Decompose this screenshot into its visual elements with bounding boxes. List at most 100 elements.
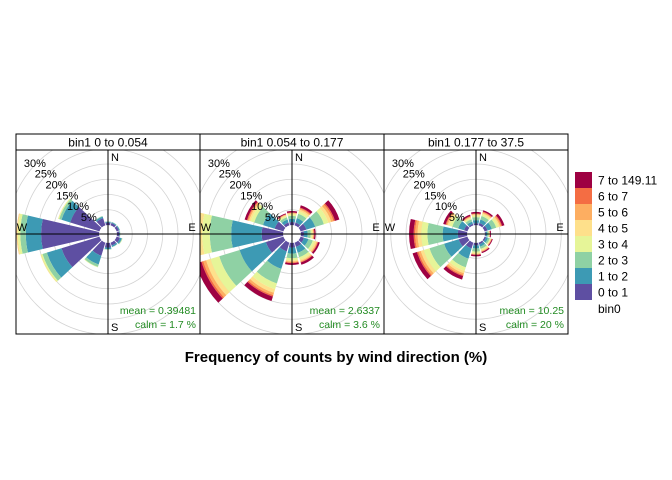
mean-stat: mean = 2.6337: [310, 305, 381, 317]
bar-segment: [278, 215, 287, 221]
legend-label: 5 to 6: [598, 206, 628, 220]
bar-segment: [111, 242, 118, 247]
legend-swatch: [575, 252, 592, 268]
bar-segment: [446, 212, 455, 226]
bar-segment: [310, 241, 318, 253]
bar-segment: [481, 214, 491, 221]
direction-label-w: W: [17, 222, 28, 234]
direction-label-e: E: [188, 222, 195, 234]
direction-label-w: W: [201, 222, 212, 234]
bar-segment: [298, 209, 310, 217]
mean-stat: mean = 0.39481: [120, 305, 196, 317]
legend-swatch: [575, 236, 592, 252]
bar-segment: [111, 221, 117, 225]
bar-segment: [84, 257, 99, 267]
bar-segment: [95, 216, 103, 221]
bar-segment: [448, 262, 465, 274]
bar-segment: [84, 259, 98, 268]
bar-segment: [200, 212, 205, 256]
bar-segment: [311, 241, 319, 253]
legend-label: 7 to 149.11: [598, 174, 657, 188]
bar-segment: [322, 204, 334, 223]
ring-label: 10%: [435, 201, 457, 213]
panel-title: bin1 0.054 to 0.177: [241, 136, 344, 150]
bar-segment: [299, 208, 311, 216]
bar-segment: [478, 223, 484, 228]
ring-label: 20%: [45, 180, 67, 192]
bar-segment: [61, 236, 102, 268]
bar-segment: [446, 264, 465, 275]
bar-segment: [449, 214, 458, 227]
legend-swatch: [575, 284, 592, 300]
bar-segment: [16, 213, 20, 255]
bar-segment: [493, 216, 501, 228]
bar-segment: [114, 236, 121, 243]
bar-segment: [488, 230, 490, 238]
bar-segment: [299, 253, 312, 261]
bar-segment: [219, 250, 252, 286]
bar-segment: [479, 241, 486, 247]
bar-segment: [95, 216, 104, 222]
bar-segment: [487, 238, 492, 245]
bar-segment: [267, 247, 287, 269]
bar-segment: [447, 213, 456, 226]
bar-segment: [486, 238, 491, 245]
bar-segment: [118, 238, 123, 245]
bar-segment: [254, 207, 270, 226]
bar-segment: [119, 238, 123, 245]
direction-label-n: N: [111, 152, 119, 164]
bar-segment: [300, 255, 314, 265]
direction-label-e: E: [556, 222, 563, 234]
bar-segment: [481, 247, 489, 252]
legend-swatch: [575, 220, 592, 236]
bar-segment: [298, 211, 309, 219]
bar-segment: [464, 218, 472, 223]
bar-segment: [309, 211, 324, 227]
bar-segment: [420, 250, 436, 274]
bar-segment: [482, 213, 491, 219]
bar-segment: [481, 247, 489, 252]
bar-segment: [92, 240, 106, 256]
bar-segment: [294, 240, 302, 247]
ring-label: 10%: [67, 201, 89, 213]
bar-segment: [117, 225, 121, 231]
bar-segment: [311, 241, 320, 254]
bar-segment: [491, 217, 499, 228]
ring-label: 20%: [229, 180, 251, 192]
bar-segment: [463, 216, 471, 221]
bar-segment: [445, 265, 464, 277]
bar-segment: [298, 223, 307, 232]
bar-segment: [478, 240, 484, 245]
bar-segment: [206, 258, 230, 296]
legend-label: 3 to 4: [598, 238, 628, 252]
bar-segment: [59, 199, 73, 220]
bar-segment: [110, 223, 116, 228]
bar-segment: [247, 280, 274, 297]
bar-segment: [244, 200, 258, 221]
legend: 7 to 149.11 6 to 7 5 to 6 4 to 5 3 to 4 2 to …: [575, 172, 657, 316]
bar-segment: [452, 252, 469, 268]
bar-segment: [412, 252, 431, 280]
bar-segment: [323, 203, 336, 222]
bar-segment: [279, 216, 287, 222]
bar-segment: [42, 252, 62, 281]
bar-segment: [294, 222, 301, 228]
bar-segment: [495, 215, 503, 227]
ring-label: 30%: [24, 158, 46, 170]
bar-segment: [119, 231, 121, 237]
legend-swatch: [575, 268, 592, 284]
legend-label: 4 to 5: [598, 222, 628, 236]
bar-segment: [488, 219, 497, 230]
bar-segment: [239, 241, 273, 272]
bar-segment: [468, 223, 474, 228]
direction-label-w: W: [385, 222, 396, 234]
direction-label-e: E: [372, 222, 379, 234]
ring-label: 15%: [424, 190, 446, 202]
bar-segment: [488, 238, 493, 246]
bar-segment: [299, 251, 311, 260]
bar-segment: [489, 230, 491, 238]
